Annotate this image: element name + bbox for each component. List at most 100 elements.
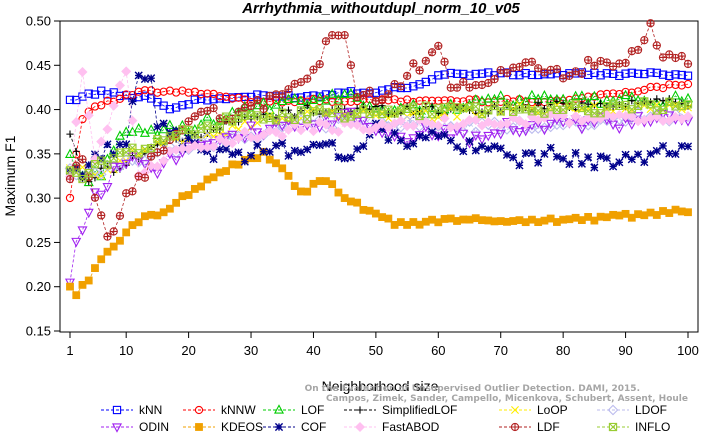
legend-item-simplifiedlof: SimplifiedLOF	[344, 403, 457, 417]
point-cof	[415, 131, 424, 141]
legend-item-lof: LOF	[263, 403, 324, 417]
point-simplifiedlof	[135, 155, 143, 163]
point-ldf	[290, 79, 299, 89]
point-knn	[677, 70, 686, 80]
point-knnw	[677, 81, 686, 90]
point-knn	[296, 93, 306, 102]
point-ldf	[321, 37, 331, 46]
point-kdeos	[165, 204, 174, 213]
point-knn	[415, 80, 424, 89]
point-knn	[683, 71, 693, 80]
point-inflo	[415, 111, 424, 121]
legend-marker-cof	[274, 422, 284, 432]
point-fastabod	[208, 141, 219, 152]
point-fastabod	[664, 115, 675, 126]
point-cof	[259, 147, 268, 156]
point-cof	[234, 148, 243, 157]
point-knn	[633, 69, 643, 78]
x-tick-label: 90	[618, 343, 632, 358]
point-ldf	[484, 78, 493, 88]
point-ldf	[477, 80, 487, 90]
point-ldf	[527, 57, 537, 66]
legend-marker-loop	[511, 406, 519, 414]
point-odin	[439, 125, 450, 135]
point-knn	[115, 91, 125, 101]
point-knnw	[65, 193, 75, 203]
y-axis-label: Maximum F1	[2, 135, 18, 216]
point-knn	[583, 70, 593, 79]
point-knn	[215, 94, 224, 103]
legend-item-knn: kNN	[101, 403, 162, 417]
point-cof	[671, 149, 680, 159]
point-knnw	[90, 102, 100, 111]
point-knnw	[115, 94, 125, 103]
point-fastabod	[433, 120, 444, 131]
point-ldf	[78, 155, 87, 164]
point-odin	[114, 163, 125, 173]
point-fastabod	[152, 161, 163, 172]
point-cof	[546, 143, 555, 152]
point-lof	[202, 111, 213, 121]
y-tick-label: 0.50	[26, 14, 51, 29]
x-tick-label: 1	[66, 343, 73, 358]
point-ldf	[384, 90, 393, 99]
point-fastabod	[102, 124, 113, 135]
point-knn	[527, 70, 537, 80]
point-cof	[378, 125, 387, 134]
point-cof	[84, 160, 93, 170]
legend-label-inflo: INFLO	[635, 420, 670, 434]
point-knn	[515, 71, 524, 80]
point-knn	[484, 68, 493, 77]
point-ldf	[640, 36, 649, 45]
point-ldf	[552, 64, 562, 74]
point-knn	[471, 69, 480, 79]
point-cof	[496, 144, 505, 153]
point-inflo	[658, 105, 668, 115]
point-knn	[346, 87, 356, 96]
point-fastabod	[320, 119, 331, 130]
legend-marker-knnw	[194, 405, 204, 415]
point-odin	[539, 125, 550, 136]
point-knnw	[596, 90, 605, 99]
legend-label-ldof: LDOF	[635, 403, 667, 417]
y-tick-label: 0.40	[26, 102, 51, 117]
point-knnw	[140, 86, 150, 95]
point-cof	[134, 71, 143, 80]
point-cof	[502, 150, 512, 160]
point-cof	[402, 142, 412, 151]
point-kdeos	[134, 218, 143, 227]
point-fastabod	[383, 122, 394, 133]
point-knnw	[602, 89, 611, 99]
point-ldf	[515, 62, 524, 72]
y-tick-label: 0.35	[26, 146, 51, 161]
point-knnw	[103, 96, 112, 105]
point-knn	[103, 90, 112, 99]
point-lof	[576, 90, 587, 100]
point-kdeos	[290, 182, 299, 190]
point-knn	[615, 71, 624, 81]
series-inflo	[65, 97, 693, 184]
point-odin	[352, 117, 363, 127]
point-lof	[327, 88, 338, 98]
point-kdeos	[222, 167, 230, 175]
point-loop	[453, 112, 462, 121]
point-knnw	[671, 80, 680, 90]
point-fastabod	[651, 111, 662, 122]
legend-item-ldof: LDOF	[597, 403, 667, 417]
point-cof	[490, 142, 499, 151]
point-cof	[477, 142, 487, 151]
point-fastabod	[395, 115, 406, 126]
point-knn	[165, 105, 175, 114]
point-odin	[345, 107, 356, 118]
point-knn	[671, 70, 680, 79]
legend-item-knnw: kNNW	[183, 403, 256, 417]
point-cof	[434, 132, 443, 141]
point-knn	[190, 95, 199, 104]
legend-item-odin: ODIN	[101, 420, 169, 434]
x-tick-label: 100	[677, 343, 699, 358]
point-cof	[278, 139, 287, 148]
point-cof	[303, 145, 312, 154]
point-kdeos	[172, 198, 181, 207]
point-fastabod	[333, 126, 344, 137]
